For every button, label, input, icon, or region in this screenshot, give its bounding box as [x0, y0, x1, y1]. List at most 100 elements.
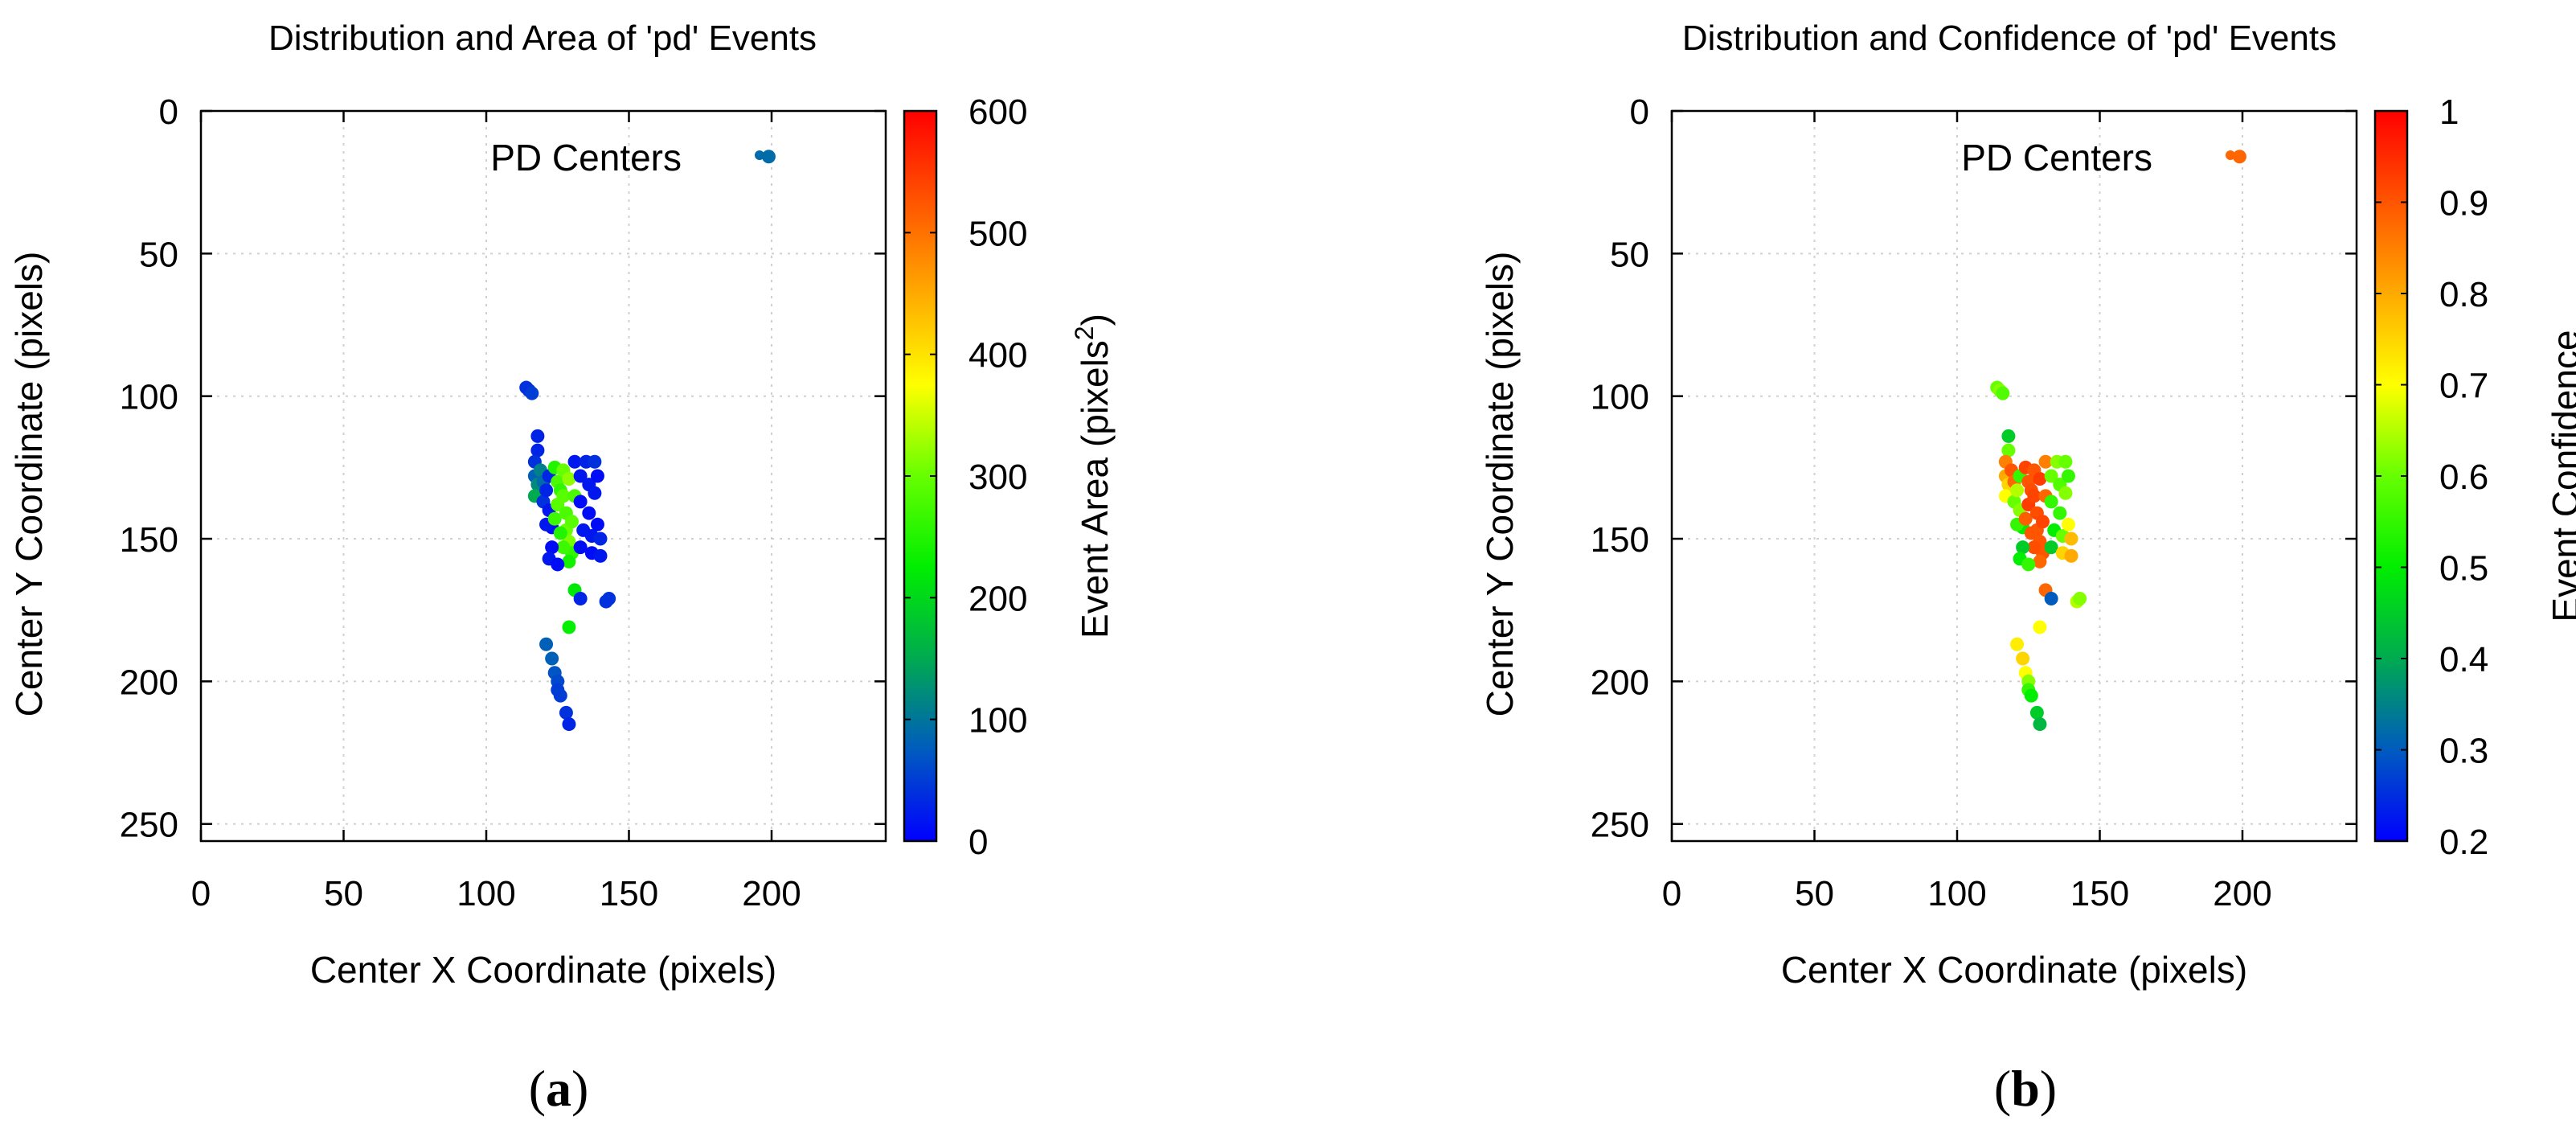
data-point — [582, 506, 596, 520]
legend-marker — [2226, 150, 2235, 160]
y-tick-label: 0 — [1630, 92, 1649, 132]
chart-title: Distribution and Area of 'pd' Events — [268, 18, 817, 58]
y-tick-label: 250 — [120, 806, 178, 845]
data-point — [2058, 486, 2073, 500]
data-point — [2033, 620, 2047, 634]
data-points — [519, 150, 776, 732]
data-point — [573, 592, 588, 606]
grid-lines — [201, 110, 886, 841]
data-point — [545, 651, 559, 666]
chart-panel-b: Distribution and Confidence of 'pd' Even… — [1479, 18, 2576, 1117]
data-point — [2018, 511, 2033, 526]
colorbar-label-text: Event Confidence — [2545, 330, 2576, 622]
data-point — [2027, 540, 2042, 555]
colorbar-tick-label: 300 — [969, 458, 1027, 497]
data-point — [2010, 483, 2025, 498]
panel-caption-letter: a — [546, 1060, 571, 1117]
x-tick-label: 0 — [191, 874, 211, 913]
data-point — [2044, 540, 2058, 555]
data-point — [2024, 526, 2038, 540]
y-tick-label: 50 — [139, 235, 178, 274]
data-point — [559, 705, 573, 720]
x-tick-label: 100 — [457, 874, 515, 913]
y-tick-label: 200 — [120, 663, 178, 702]
x-tick-label: 150 — [2070, 874, 2129, 913]
y-tick-label: 150 — [120, 520, 178, 560]
data-point — [2021, 557, 2036, 572]
data-point — [547, 511, 562, 526]
data-point — [556, 540, 571, 555]
data-point — [2010, 637, 2025, 651]
y-axis-label: Center Y Coordinate (pixels) — [8, 252, 50, 717]
data-point — [562, 554, 576, 568]
y-tick-label: 100 — [120, 378, 178, 417]
colorbar-tick-label: 100 — [969, 701, 1027, 741]
data-point — [539, 483, 554, 498]
data-point — [530, 443, 545, 458]
data-point — [2061, 469, 2075, 483]
colorbar-label-superscript: 2 — [1070, 326, 1099, 340]
data-point — [562, 717, 576, 732]
y-tick-label: 150 — [1591, 520, 1649, 560]
data-point — [588, 486, 602, 500]
colorbar-tick-label: 500 — [969, 214, 1027, 253]
data-point — [2038, 454, 2053, 469]
data-point — [553, 688, 567, 703]
legend-marker — [755, 150, 764, 160]
data-point — [2001, 429, 2016, 443]
data-point — [2053, 506, 2067, 520]
y-axis-label: Center Y Coordinate (pixels) — [1479, 252, 1521, 717]
data-point — [562, 472, 576, 486]
data-point — [590, 469, 604, 483]
data-point — [567, 454, 582, 469]
colorbar-label-suffix: ) — [1074, 314, 1116, 326]
colorbar-label: Event Area (pixels2) — [1070, 314, 1116, 638]
data-point — [530, 429, 545, 443]
data-point — [2044, 592, 2058, 606]
panel-caption-letter: b — [2011, 1060, 2040, 1117]
data-point — [2024, 688, 2038, 703]
colorbar-tick-label: 0.2 — [2439, 823, 2488, 862]
x-tick-label: 50 — [324, 874, 363, 913]
x-axis-label: Center X Coordinate (pixels) — [310, 949, 776, 991]
data-point — [1996, 386, 2010, 400]
x-axis-label: Center X Coordinate (pixels) — [1781, 949, 2247, 991]
panel-caption: (b) — [1994, 1060, 2057, 1117]
x-tick-label: 100 — [1927, 874, 1986, 913]
data-point — [2033, 554, 2047, 568]
data-point — [2036, 515, 2050, 529]
x-tick-label: 50 — [1795, 874, 1834, 913]
data-point — [593, 532, 608, 546]
data-point — [2033, 717, 2047, 732]
data-point — [2058, 454, 2073, 469]
colorbar-tick-label: 0.3 — [2439, 732, 2488, 771]
x-tick-label: 200 — [2213, 874, 2271, 913]
data-point — [573, 540, 588, 555]
data-point — [602, 592, 616, 606]
colorbar-tick-label: 0.5 — [2439, 549, 2488, 589]
colorbar-tick-label: 0 — [969, 823, 988, 862]
colorbar-label: Event Confidence — [2545, 330, 2576, 622]
data-point — [562, 620, 576, 634]
data-point — [588, 454, 602, 469]
legend-label: PD Centers — [1961, 137, 2152, 179]
data-point — [525, 386, 539, 400]
colorbar-tick-label: 1 — [2439, 92, 2459, 132]
data-point — [2016, 651, 2030, 666]
data-point — [2064, 548, 2078, 563]
data-point — [2001, 443, 2016, 458]
data-point — [2044, 495, 2058, 509]
legend-label: PD Centers — [490, 137, 682, 179]
data-point — [2061, 517, 2075, 532]
data-point — [573, 495, 588, 509]
x-tick-label: 200 — [742, 874, 801, 913]
data-point — [2073, 592, 2087, 606]
data-point — [573, 469, 588, 483]
data-point — [553, 526, 567, 540]
y-tick-label: 0 — [159, 92, 178, 132]
data-point — [2232, 150, 2246, 164]
y-tick-label: 200 — [1591, 663, 1649, 702]
data-point — [2064, 532, 2078, 546]
data-point — [761, 150, 776, 164]
